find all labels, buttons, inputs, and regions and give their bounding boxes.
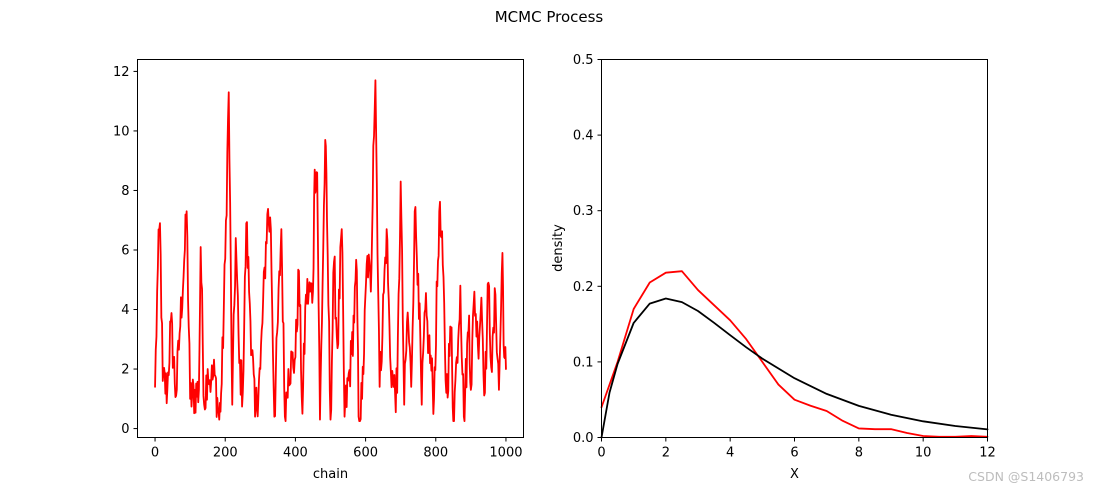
trace-x-tick-label: 200 (213, 446, 238, 461)
density-x-tick-label: 2 (662, 446, 670, 461)
density-series-line-0 (600, 270, 989, 438)
density-y-tick-label: 0.1 (573, 355, 594, 370)
trace-x-tick-label: 400 (283, 446, 308, 461)
trace-plot-ticks: 0 200 400 600 800 1000 0 2 4 6 8 10 12 (113, 65, 523, 461)
trace-y-tick-label: 2 (121, 363, 129, 378)
density-y-tick-label: 0.4 (573, 129, 594, 144)
trace-y-tick-label: 12 (113, 65, 130, 80)
density-y-tick-label: 0.0 (573, 431, 594, 446)
density-x-tick-label: 12 (979, 446, 996, 461)
watermark: CSDN @S1406793 (968, 469, 1084, 484)
density-series-group (600, 270, 989, 439)
density-series-line-1 (600, 297, 989, 439)
trace-x-tick-label: 600 (353, 446, 378, 461)
trace-series-group (154, 79, 507, 423)
density-x-tick-label: 4 (726, 446, 734, 461)
density-x-tick-label: 8 (855, 446, 863, 461)
trace-x-axis-label: chain (313, 467, 348, 482)
trace-x-tick-label: 0 (151, 446, 159, 461)
density-y-tick-label: 0.5 (573, 53, 594, 68)
trace-y-tick-label: 6 (121, 243, 129, 258)
trace-series-line-0 (154, 79, 507, 423)
density-plot-ticks: 0 2 4 6 8 10 12 0.0 0.1 0.2 0.3 0.4 0.5 (573, 53, 996, 461)
density-x-axis-label: X (790, 467, 799, 482)
density-x-tick-label: 0 (597, 446, 605, 461)
density-y-axis-label: density (551, 224, 566, 272)
trace-x-tick-label: 1000 (489, 446, 522, 461)
trace-y-tick-label: 10 (113, 124, 130, 139)
trace-plot-frame (137, 59, 524, 438)
density-y-tick-label: 0.3 (573, 204, 594, 219)
density-x-tick-label: 10 (915, 446, 932, 461)
density-y-tick-label: 0.2 (573, 280, 594, 295)
density-x-tick-label: 6 (790, 446, 798, 461)
trace-plot: 0 200 400 600 800 1000 0 2 4 6 8 10 12 chain (113, 59, 524, 482)
figure-title: MCMC Process (495, 8, 604, 26)
density-plot: 0 2 4 6 8 10 12 0.0 0.1 0.2 0.3 0.4 0.5 X density (551, 53, 996, 482)
trace-y-tick-label: 8 (121, 184, 129, 199)
density-plot-frame (601, 59, 988, 438)
trace-y-tick-label: 4 (121, 303, 129, 318)
trace-y-tick-label: 0 (121, 422, 129, 437)
trace-x-tick-label: 800 (423, 446, 448, 461)
